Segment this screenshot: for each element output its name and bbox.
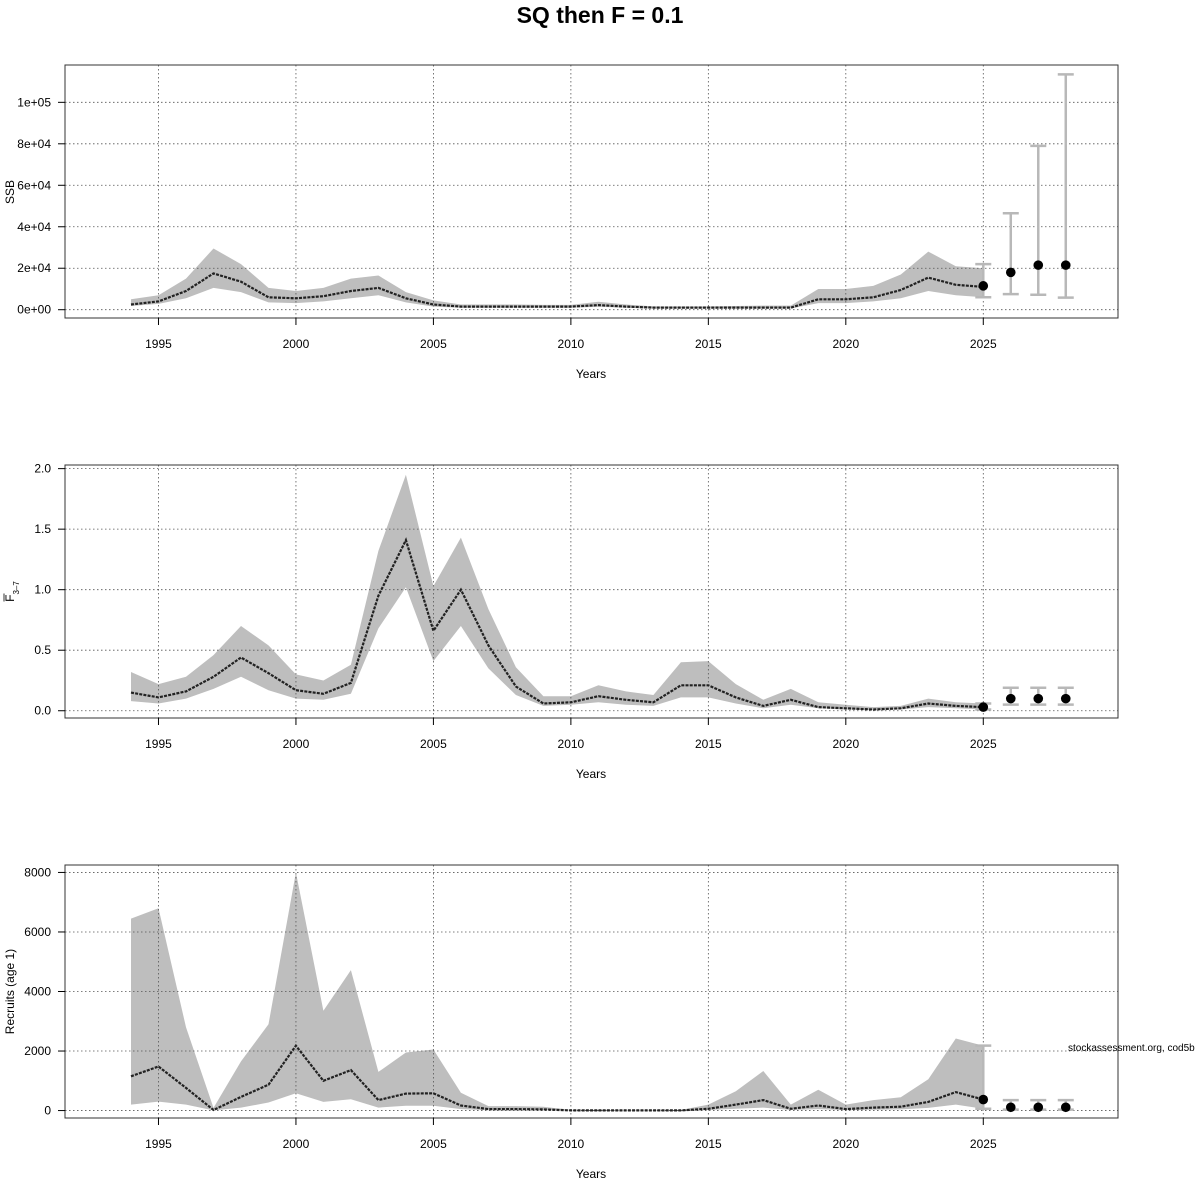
ssb-ylabel: SSB: [3, 180, 17, 204]
ssb-forecast-point-2026: [1005, 267, 1016, 278]
ssb-confidence-band: [131, 248, 984, 309]
recruits-ytick-label-0: 0: [44, 1104, 51, 1118]
recruits-xlabel: Years: [576, 1167, 606, 1181]
f-xtick-label-2015: 2015: [695, 737, 722, 751]
recruits-ytick-label-2: 4000: [24, 985, 51, 999]
ssb-ytick-label-1: 2e+04: [17, 261, 51, 275]
f-ylabel-subscript: 3–7: [12, 581, 21, 595]
ssb-estimate-line: [130, 272, 984, 309]
ssb-panel: 1995 2000 2005 2010 2015 2020 2025 0e+00 2e+04 4e…: [3, 64, 1119, 381]
ssb-forecast-point-2027: [1033, 260, 1044, 270]
ssb-xtick-label-1995: 1995: [145, 337, 172, 351]
f-confidence-band: [131, 474, 984, 711]
f-xtick-label-2020: 2020: [832, 737, 859, 751]
ssb-ytick-label-3: 6e+04: [17, 178, 51, 192]
f-xlabel: Years: [576, 767, 606, 781]
f-ytick-label-2: 1.0: [34, 583, 51, 597]
ssb-xtick-label-2005: 2005: [420, 337, 447, 351]
ssb-xtick-label-2025: 2025: [970, 337, 997, 351]
f-estimate-line: [130, 537, 984, 711]
f-xtick-label-2010: 2010: [558, 737, 585, 751]
recruits-xtick-label-2010: 2010: [558, 1137, 585, 1151]
f-ylabel: F3–7: [3, 581, 21, 602]
f-ytick-label-4: 2.0: [34, 462, 51, 476]
recruits-panel: 1995 2000 2005 2010 2015 2020 2025 0 2000 4000 600…: [3, 864, 1119, 1181]
f-forecast-point-2026: [1005, 693, 1016, 704]
recruits-xtick-label-2025: 2025: [970, 1137, 997, 1151]
f-panel: 1995 2000 2005 2010 2015 2020 2025 0.0 0.5 1.0 1.5…: [3, 462, 1119, 781]
recruits-xtick-label-1995: 1995: [145, 1137, 172, 1151]
recruits-forecast-point-2028: [1060, 1102, 1071, 1113]
ssb-xtick-label-2010: 2010: [558, 337, 585, 351]
f-forecast-point-2025: [978, 702, 989, 712]
f-xtick-label-2000: 2000: [283, 737, 310, 751]
ssb-ytick-label-0: 0e+00: [17, 303, 51, 317]
recruits-estimate-line: [130, 1043, 984, 1112]
recruits-ytick-label-1: 2000: [24, 1044, 51, 1058]
ssb-plot-frame: [64, 64, 1119, 319]
recruits-xtick-label-2000: 2000: [283, 1137, 310, 1151]
f-ytick-label-3: 1.5: [34, 522, 51, 536]
recruits-xtick-label-2020: 2020: [832, 1137, 859, 1151]
f-plot-frame: [64, 464, 1119, 719]
ssb-forecast-point-2028: [1060, 260, 1071, 270]
ssb-ytick-label-4: 8e+04: [17, 137, 51, 151]
f-ytick-label-0: 0.0: [34, 704, 51, 718]
main-title: SQ then F = 0.1: [516, 2, 684, 28]
ssb-ytick-label-5: 1e+05: [17, 95, 51, 109]
recruits-xtick-label-2015: 2015: [695, 1137, 722, 1151]
recruits-ylabel: Recruits (age 1): [3, 949, 17, 1034]
f-xtick-label-2025: 2025: [970, 737, 997, 751]
ssb-xtick-label-2000: 2000: [283, 337, 310, 351]
f-forecast-point-2028: [1060, 693, 1071, 704]
ssb-ytick-label-2: 4e+04: [17, 220, 51, 234]
f-forecast-point-2027: [1033, 693, 1044, 704]
recruits-xtick-label-2005: 2005: [420, 1137, 447, 1151]
recruits-forecast-point-2025: [978, 1094, 989, 1105]
f-xtick-label-1995: 1995: [145, 737, 172, 751]
ssb-xtick-label-2015: 2015: [695, 337, 722, 351]
recruits-forecast-point-2026: [1005, 1102, 1016, 1113]
ssb-xlabel: Years: [576, 367, 606, 381]
ssb-forecast-point-2025: [978, 281, 989, 291]
recruits-ytick-label-3: 6000: [24, 925, 51, 939]
recruits-forecast-point-2027: [1033, 1102, 1044, 1113]
recruits-ytick-label-4: 8000: [24, 865, 51, 879]
f-ytick-label-1: 0.5: [34, 643, 51, 657]
ssb-xtick-label-2020: 2020: [832, 337, 859, 351]
f-xtick-label-2005: 2005: [420, 737, 447, 751]
source-annotation: stockassessment.org, cod5b: [1068, 1043, 1195, 1054]
recruits-confidence-band: [131, 872, 984, 1111]
